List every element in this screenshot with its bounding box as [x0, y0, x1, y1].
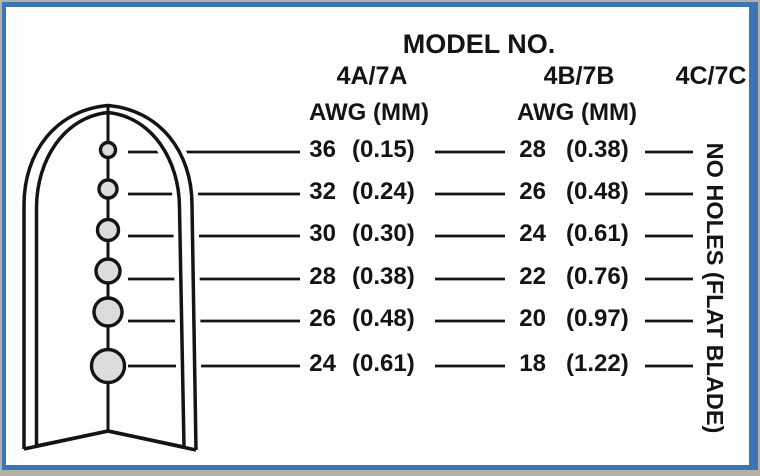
- awg-value-col-b: 26: [519, 178, 546, 205]
- awg-value-col-a: 32: [309, 178, 336, 205]
- awg-value-col-b: 18: [519, 350, 546, 377]
- awg-value-col-a: 30: [309, 220, 336, 247]
- mm-value-col-b: (0.76): [566, 263, 629, 290]
- mm-value-col-b: (0.38): [566, 136, 629, 163]
- mm-value-col-a: (0.38): [352, 263, 415, 290]
- blade-edge-inner: [36, 429, 185, 449]
- blade-hole-26awg: [92, 296, 124, 328]
- awg-value-col-b: 20: [519, 305, 546, 332]
- blade-hole-32awg: [97, 178, 119, 200]
- no-holes-note: NO HOLES (FLAT BLADE): [702, 143, 728, 434]
- blade-outer-outline: [22, 103, 198, 451]
- blade-hole-36awg: [98, 140, 118, 160]
- awg-value-col-a: 24: [309, 350, 336, 377]
- blade-hole-30awg: [95, 217, 121, 243]
- blade-hole-24awg: [89, 347, 127, 385]
- blade-edge-outer: [23, 429, 197, 452]
- awg-value-col-a: 26: [309, 305, 336, 332]
- awg-value-col-a: 28: [309, 263, 336, 290]
- model-header-4c7c: 4C/7C: [676, 62, 747, 90]
- blade-holes: [89, 140, 127, 385]
- page-title: MODEL NO.: [403, 29, 556, 59]
- units-header-col-a: AWG (MM): [309, 99, 429, 126]
- mm-value-col-b: (0.61): [566, 220, 629, 247]
- units-header-col-b: AWG (MM): [517, 99, 637, 126]
- leader-lines: [128, 150, 693, 368]
- mm-value-col-b: (0.97): [566, 305, 629, 332]
- mm-value-col-b: (0.48): [566, 178, 629, 205]
- awg-value-col-b: 22: [519, 263, 546, 290]
- diagram-area: MODEL NO. 4A/7A 4B/7B 4C/7C AWG (MM) AWG…: [6, 7, 749, 465]
- model-header-4a7a: 4A/7A: [337, 62, 408, 90]
- mm-value-col-a: (0.48): [352, 305, 415, 332]
- awg-value-col-b: 28: [519, 136, 546, 163]
- mm-value-col-a: (0.24): [352, 178, 415, 205]
- blade-size-diagram: MODEL NO. 4A/7A 4B/7B 4C/7C AWG (MM) AWG…: [17, 29, 747, 452]
- awg-value-col-b: 24: [519, 220, 546, 247]
- awg-value-col-a: 36: [309, 136, 336, 163]
- blue-frame: MODEL NO. 4A/7A 4B/7B 4C/7C AWG (MM) AWG…: [2, 2, 758, 470]
- mm-value-col-a: (0.15): [352, 136, 415, 163]
- mm-value-col-a: (0.61): [352, 350, 415, 377]
- mm-value-col-b: (1.22): [566, 350, 629, 377]
- mm-value-col-a: (0.30): [352, 220, 415, 247]
- model-header-4b7b: 4B/7B: [544, 62, 615, 90]
- blade-hole-28awg: [94, 257, 122, 285]
